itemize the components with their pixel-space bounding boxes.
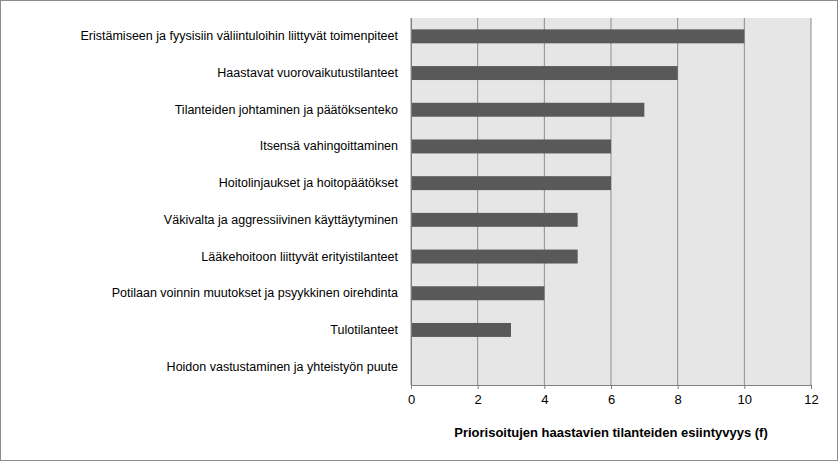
bar [411, 286, 544, 300]
y-tick-label: Itsensä vahingoittaminen [260, 139, 398, 153]
y-tick: Hoitolinjaukset ja hoitopäätökset [219, 176, 399, 190]
y-tick-label: Hoidon vastustaminen ja yhteistyön puute [167, 360, 398, 374]
x-tick-label: 8 [675, 392, 682, 407]
chart: 0 2 4 6 8 10 12 Eristämiseen ja fyysisiin välii… [0, 0, 838, 461]
y-tick: Itsensä vahingoittaminen [260, 139, 398, 153]
x-tick-mark [611, 385, 612, 389]
bar [411, 66, 678, 80]
y-tick-label: Hoitolinjaukset ja hoitopäätökset [219, 176, 399, 190]
x-tick-mark [411, 385, 412, 389]
x-tick-label: 4 [541, 392, 548, 407]
x-tick: 0 [408, 385, 415, 407]
x-tick-mark [811, 385, 812, 389]
y-tick: Väkivalta ja aggressiivinen käyttäytymin… [164, 213, 398, 227]
y-tick-label: Potilaan voinnin muutokset ja psyykkinen… [112, 286, 398, 300]
x-tick: 8 [675, 385, 682, 407]
x-tick: 2 [475, 385, 482, 407]
y-tick-label: Tilanteiden johtaminen ja päätöksenteko [175, 103, 398, 117]
y-tick: Hoidon vastustaminen ja yhteistyön puute [167, 360, 398, 374]
y-tick: Haastavat vuorovaikutustilanteet [217, 66, 398, 80]
grid [411, 18, 811, 385]
x-tick: 6 [608, 385, 615, 407]
y-tick: Lääkehoitoon liittyvät erityistilanteet [201, 250, 398, 264]
grid-line [811, 18, 812, 385]
x-axis: 0 2 4 6 8 10 12 [408, 385, 819, 407]
bar [411, 323, 511, 337]
y-tick: Tulotilanteet [330, 323, 398, 337]
plot: 0 2 4 6 8 10 12 Eristämiseen ja fyysisiin välii… [81, 18, 819, 407]
frame [1, 1, 838, 461]
grid-line [411, 18, 412, 385]
x-tick-label: 0 [408, 392, 415, 407]
bar [411, 103, 644, 117]
bars [411, 29, 744, 337]
bar [411, 250, 578, 264]
x-tick-label: 6 [608, 392, 615, 407]
y-tick-label: Eristämiseen ja fyysisiin väliintuloihin… [81, 29, 399, 43]
y-tick-label: Lääkehoitoon liittyvät erityistilanteet [201, 250, 398, 264]
y-axis: Eristämiseen ja fyysisiin väliintuloihin… [81, 19, 412, 386]
y-tick-label: Tulotilanteet [330, 323, 398, 337]
x-tick-mark [478, 385, 479, 389]
bar [411, 213, 578, 227]
bar [411, 139, 611, 153]
y-axis-line [411, 19, 412, 386]
x-tick-label: 2 [475, 392, 482, 407]
x-tick-mark [678, 385, 679, 389]
y-tick-label: Haastavat vuorovaikutustilanteet [217, 66, 398, 80]
y-tick: Tilanteiden johtaminen ja päätöksenteko [175, 103, 398, 117]
grid-line [744, 18, 745, 385]
bar [411, 29, 744, 43]
bar [411, 176, 611, 190]
x-tick-label: 12 [804, 392, 818, 407]
x-tick: 4 [541, 385, 548, 407]
x-tick: 12 [804, 385, 818, 407]
x-axis-title: Priorisoitujen haastavien tilanteiden es… [454, 425, 768, 440]
x-tick-mark [544, 385, 545, 389]
x-tick: 10 [738, 385, 752, 407]
x-tick-mark [744, 385, 745, 389]
y-tick-label: Väkivalta ja aggressiivinen käyttäytymin… [164, 213, 398, 227]
y-tick: Eristämiseen ja fyysisiin väliintuloihin… [81, 29, 399, 43]
x-tick-label: 10 [738, 392, 752, 407]
plot-background [411, 18, 811, 385]
y-tick: Potilaan voinnin muutokset ja psyykkinen… [112, 286, 398, 300]
